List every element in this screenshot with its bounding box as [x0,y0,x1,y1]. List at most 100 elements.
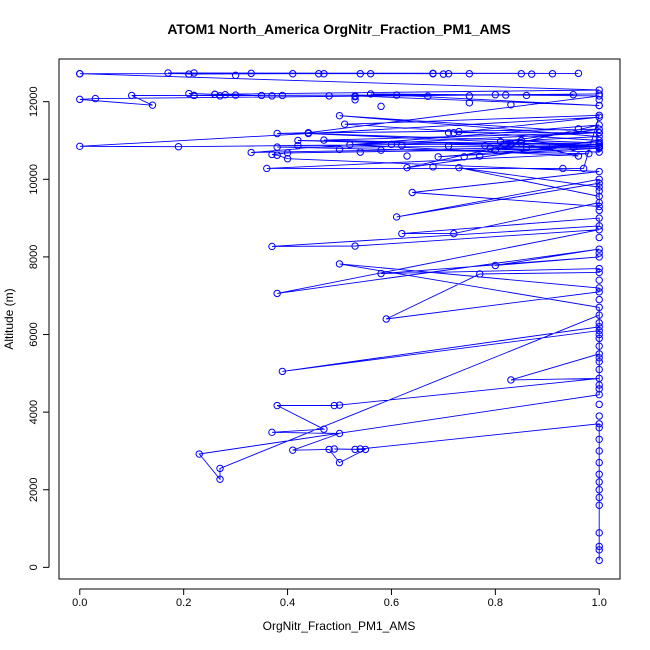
data-point [128,91,136,100]
data-point [496,137,505,146]
data-point [595,295,603,304]
y-tick-label: 4000 [28,400,40,424]
data-point [595,167,603,176]
x-axis-label: OrgNitr_Fraction_PM1_AMS [263,619,416,633]
data-point [595,96,603,104]
data-point [392,213,401,221]
data-point [595,334,603,343]
data-point [424,92,432,100]
data-point [522,143,531,151]
data-point [247,148,255,157]
y-tick-label: 0 [28,564,40,570]
data-point [351,92,359,101]
data-point [522,91,531,100]
data-point [595,478,603,486]
x-tick-label: 0.0 [72,597,87,609]
data-point [330,445,339,453]
data-point [91,94,100,103]
data-point [595,381,603,389]
data-point [507,101,515,109]
data-point [559,164,567,173]
data-point [595,423,603,432]
data-point [465,92,474,100]
data-point [507,140,515,149]
data-point [595,546,603,554]
data-point [273,143,281,151]
data-point [595,187,603,195]
data-point [481,141,489,150]
data-point [268,150,276,159]
data-point [455,127,463,136]
data-point [450,129,458,137]
data-point [595,132,603,141]
data-point [335,111,344,120]
data-point [444,142,453,150]
data-point [325,92,333,100]
data-point [595,175,603,183]
data-point [273,129,281,138]
data-point [595,529,603,537]
data-point [595,493,603,502]
data-point [574,69,583,78]
data-point [346,141,354,149]
data-point [247,69,255,78]
data-point [595,111,603,119]
data-point [527,70,536,78]
x-tick-label: 1.0 [592,597,607,609]
x-tick-label: 0.2 [176,597,191,609]
data-point [595,214,603,222]
data-point [595,148,603,156]
data-point [455,163,463,172]
data-point [595,556,603,565]
data-point [377,102,385,111]
data-point [595,142,603,151]
data-point [595,390,603,399]
data-point [76,142,84,151]
y-tick-label: 8000 [28,245,40,269]
data-point [408,188,416,197]
y-axis-label: Altitude (m) [2,288,16,349]
x-axis: 0.0 0.2 0.4 0.6 0.8 1.0 [72,588,607,609]
x-tick-label: 0.8 [488,597,503,609]
data-point [450,229,458,238]
data-point [434,153,442,161]
data-point [195,450,203,458]
data-point [595,365,603,374]
data-point [476,152,484,160]
data-point [491,146,500,154]
data-point [595,542,603,551]
data-point [595,357,603,366]
data-point [595,226,603,234]
data-point [579,164,588,173]
data-point [429,163,437,171]
data-point [273,289,281,298]
data-point [190,91,198,100]
data-point [76,95,84,104]
data-point [403,152,411,160]
data-point [595,486,603,494]
data-point [351,96,359,104]
data-point [595,326,603,335]
data-point [216,475,224,483]
data-point [460,153,468,161]
data-point [595,385,603,393]
data-point [190,69,198,77]
x-tick-label: 0.4 [280,597,295,609]
data-point [294,136,302,145]
data-point [361,445,370,454]
data-point [569,91,577,99]
y-tick-label: 6000 [28,322,40,346]
data-point [263,164,271,173]
data-point [595,253,603,261]
data-point [595,268,603,277]
data-point [595,330,603,339]
data-point [502,91,510,99]
data-point [356,445,364,453]
data-point [382,315,390,323]
data-point [398,229,406,238]
data-point [595,420,603,428]
data-point [304,129,313,137]
data-point [330,401,339,410]
data-point [221,91,229,99]
